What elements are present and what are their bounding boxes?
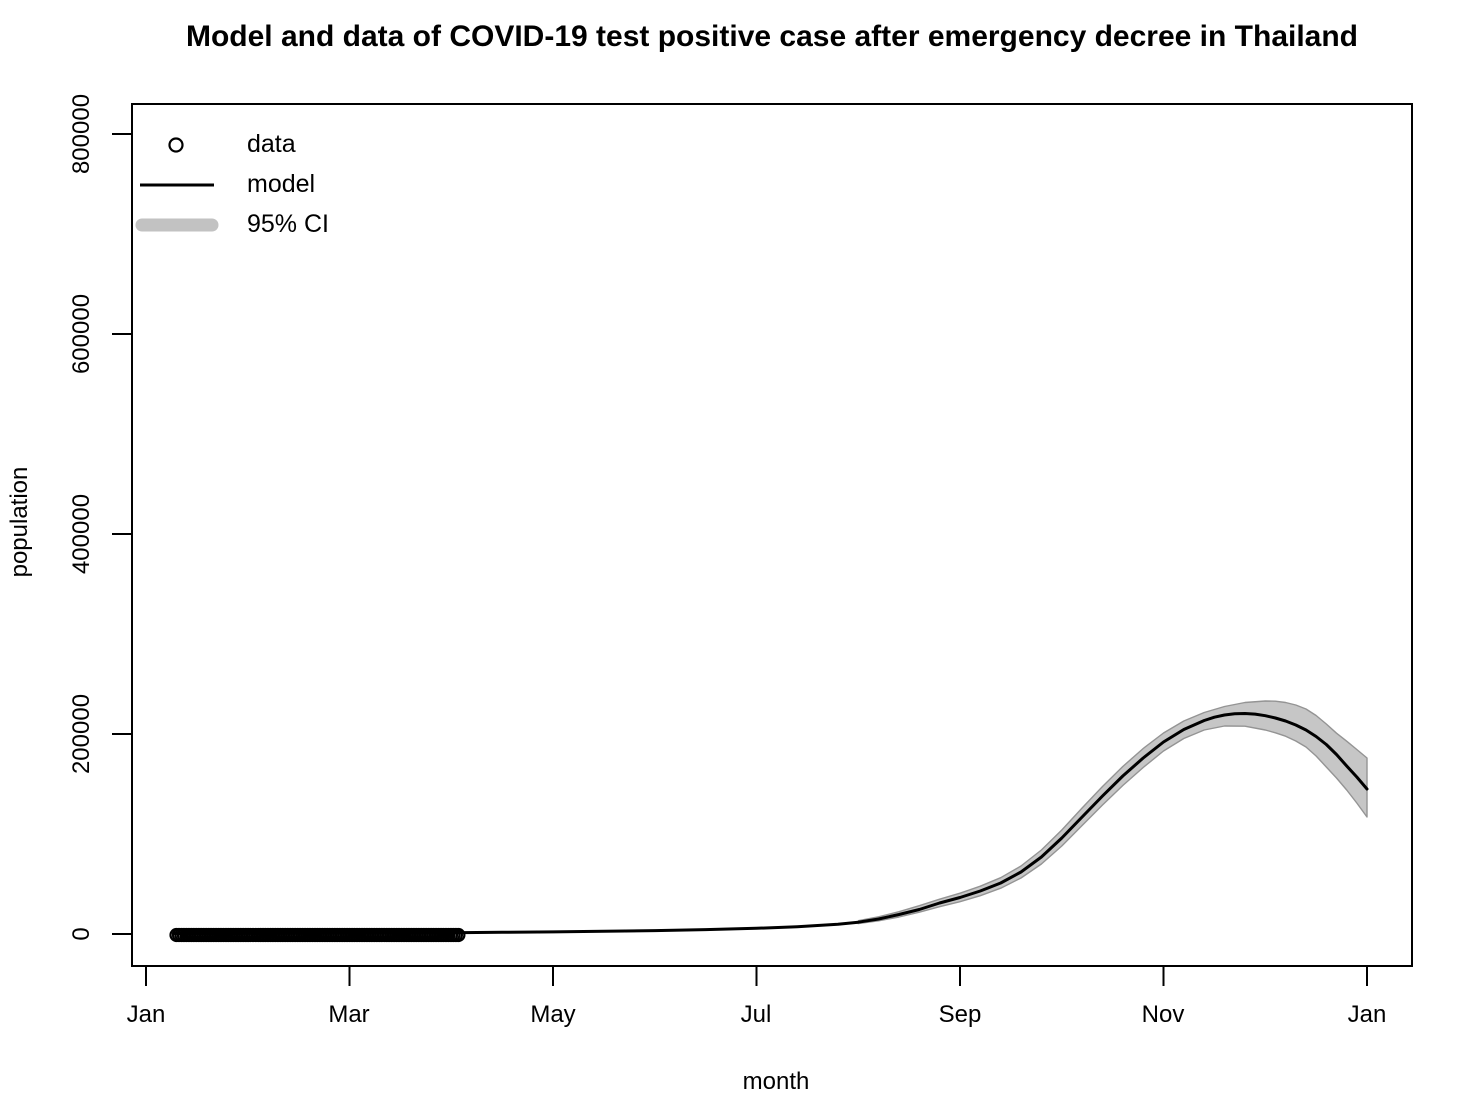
x-tick-label-may: May (530, 1001, 576, 1028)
y-tick-label-800000: 800000 (68, 93, 95, 175)
x-tick-label-nov: Nov (1141, 1001, 1185, 1028)
x-tick-label-jul: Jul (740, 1001, 772, 1028)
x-tick-label-sep: Sep (938, 1001, 982, 1028)
legend-label-ci: 95% CI (247, 209, 329, 238)
x-tick-label-mar: Mar (328, 1001, 370, 1028)
y-tick-label-200000: 200000 (68, 693, 95, 775)
legend-label-data: data (247, 129, 296, 158)
data-point (451, 927, 466, 943)
x-tick-label-jan1: Jan (126, 1001, 166, 1028)
legend-label-model: model (247, 169, 316, 198)
legend-data-symbol (168, 137, 184, 153)
y-tick-label-400000: 400000 (68, 493, 95, 575)
x-axis-label: month (742, 1068, 810, 1095)
chart-title: Model and data of COVID-19 test positive… (185, 20, 1359, 53)
model-line (172, 712, 1369, 935)
y-tick-label-600000: 600000 (68, 293, 95, 375)
ci-band (857, 700, 1368, 925)
data-points (169, 927, 466, 943)
y-axis-label: population (6, 466, 33, 578)
x-tick-label-jan2: Jan (1347, 1001, 1387, 1028)
y-tick-label-0: 0 (68, 927, 95, 941)
